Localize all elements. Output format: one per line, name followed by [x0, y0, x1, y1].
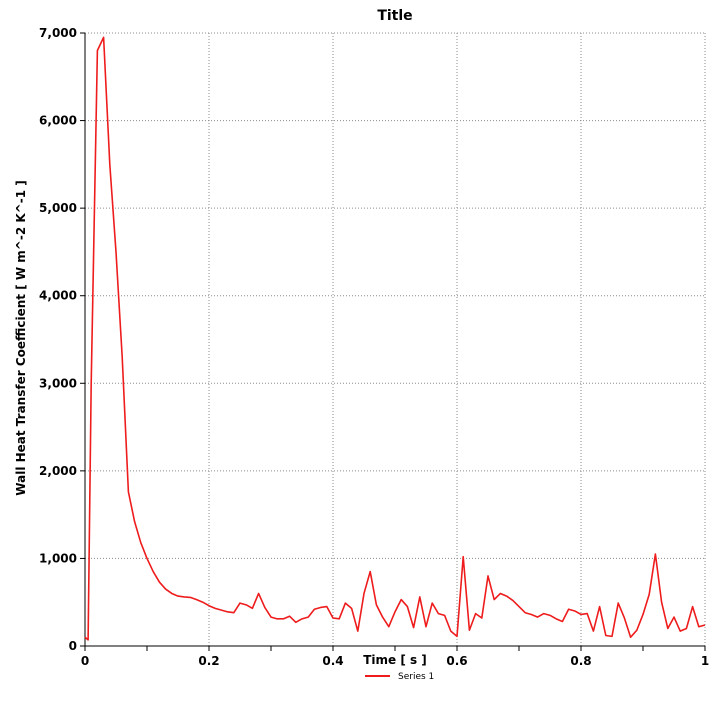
grid-lines [85, 32, 706, 646]
x-tick-label-0: 0 [81, 654, 89, 668]
plot-area [84, 36, 706, 641]
x-tick-label-1: 0.2 [198, 654, 219, 668]
x-tick-label-3: 0.6 [446, 654, 467, 668]
y-tick-label-0: 0 [69, 639, 77, 653]
y-tick-label-3: 3,000 [39, 376, 77, 390]
legend-label-series-1: Series 1 [398, 672, 434, 682]
y-tick-label-7: 7,000 [39, 26, 77, 40]
x-tick-label-4: 0.8 [570, 654, 591, 668]
tick-labels: 0 0.2 0.4 0.6 0.8 1 0 1,000 2,000 3,000 4,000 5,000… [39, 26, 709, 668]
series-line-1 [84, 36, 706, 641]
x-tick-label-5: 1 [701, 654, 709, 668]
chart-title: Title [377, 8, 412, 24]
x-axis-label: Time [ s ] [363, 653, 427, 667]
y-tick-label-1: 1,000 [39, 551, 77, 565]
x-tick-label-2: 0.4 [322, 654, 343, 668]
legend: Series 1 [365, 672, 434, 682]
y-tick-label-6: 6,000 [39, 114, 77, 128]
y-tick-label-5: 5,000 [39, 201, 77, 215]
y-axis-label: Wall Heat Transfer Coefficient [ W m^-2 … [14, 180, 28, 495]
y-tick-label-2: 2,000 [39, 464, 77, 478]
y-tick-label-4: 4,000 [39, 289, 77, 303]
axes [80, 32, 706, 651]
